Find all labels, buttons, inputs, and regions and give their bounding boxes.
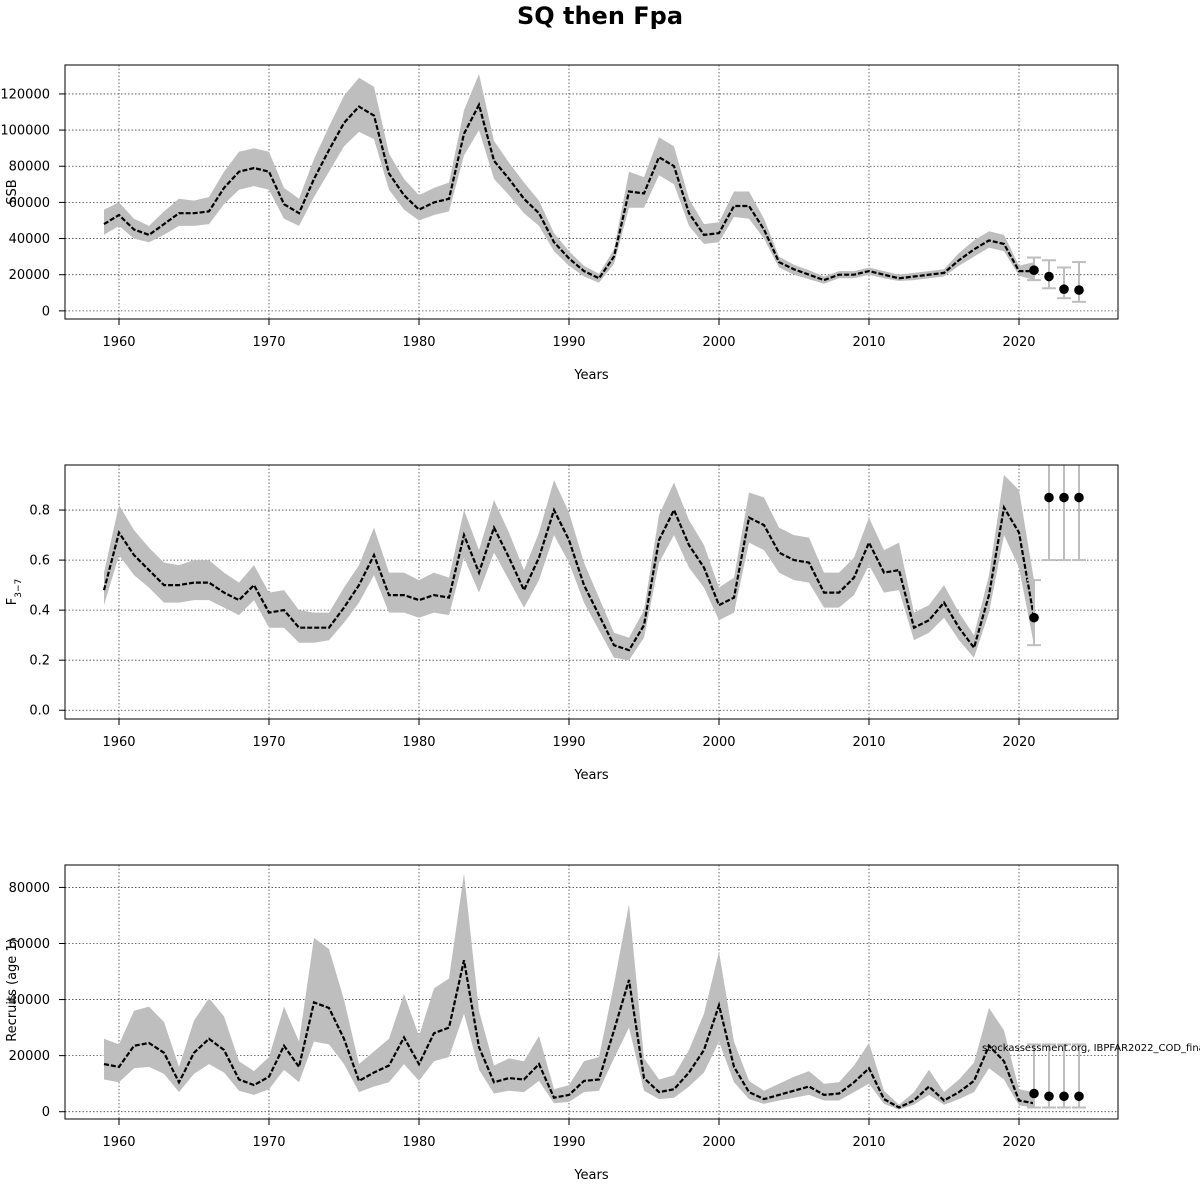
panel-ssb: 1960 1970 1980 1990 2000 2010 2020 Years 0 20000 4… <box>0 64 1119 383</box>
y-axis-fbar: 0.0 0.2 0.4 0.6 0.8 F3−7 <box>5 504 65 719</box>
y-axis-ssb: 0 20000 40000 60000 80000 100000 120000 SSB <box>0 87 65 319</box>
y-tick-label: 120000 <box>0 87 50 102</box>
y-axis-recruits: 0 20000 40000 60000 80000 Recruits (age 1) <box>5 881 65 1120</box>
plot-area-fbar <box>102 465 1086 661</box>
estimate-line <box>103 101 1034 282</box>
y-tick-label: 100000 <box>0 124 50 139</box>
plot-frame-fbar <box>64 464 1119 720</box>
forecast-point <box>1029 1088 1039 1099</box>
y-tick-label: 0.8 <box>29 504 50 519</box>
x-tick-label: 1960 <box>102 1135 135 1150</box>
plot-frame-recruits <box>64 864 1119 1120</box>
x-axis-label-ssb: Years <box>573 368 609 383</box>
x-tick-label: 2000 <box>702 1135 735 1150</box>
grid-fbar <box>65 465 1118 719</box>
y-tick-label: 0.4 <box>29 604 50 619</box>
forecast-point <box>1059 284 1069 294</box>
x-tick-label: 2020 <box>1002 335 1035 350</box>
confidence-band <box>104 74 1034 284</box>
x-tick-label: 2000 <box>702 335 735 350</box>
forecast-point <box>1029 265 1039 275</box>
x-tick-label: 2000 <box>702 735 735 750</box>
plot-frame-ssb <box>64 64 1119 320</box>
y-axis-label-fbar: F3−7 <box>5 579 24 605</box>
forecast-point <box>1044 1091 1054 1102</box>
y-tick-label: 0 <box>42 1105 50 1120</box>
y-tick-label: 20000 <box>9 1049 50 1064</box>
y-tick-label: 0.2 <box>29 654 50 669</box>
x-tick-label: 2020 <box>1002 735 1035 750</box>
x-axis-label-fbar: Years <box>573 768 609 783</box>
x-tick-label: 1980 <box>402 735 435 750</box>
y-tick-label: 60000 <box>9 937 50 952</box>
plot-area-ssb <box>103 74 1086 303</box>
x-tick-label: 1970 <box>252 735 285 750</box>
panel-recruits: 1960 1970 1980 1990 2000 2010 2020 Years 0 20000 4… <box>5 864 1119 1183</box>
forecast-point <box>1074 285 1084 295</box>
x-tick-label: 1990 <box>552 735 585 750</box>
watermark-text: stockassessment.org, IBPFAR2022_COD_fina… <box>982 1043 1200 1054</box>
forecast-point <box>1059 1091 1069 1102</box>
forecast-point <box>1044 492 1054 503</box>
x-tick-label: 1990 <box>552 335 585 350</box>
estimate-line <box>102 504 1036 652</box>
forecast-point <box>1074 1091 1084 1102</box>
grid-recruits <box>65 865 1118 1119</box>
y-tick-label: 0.0 <box>29 704 50 719</box>
x-tick-label: 2020 <box>1002 1135 1035 1150</box>
confidence-band <box>104 475 1034 661</box>
y-tick-label: 40000 <box>9 232 50 247</box>
x-axis-label-recruits: Years <box>573 1168 609 1183</box>
x-tick-label: 2010 <box>852 1135 885 1150</box>
x-tick-label: 1990 <box>552 1135 585 1150</box>
x-tick-label: 1970 <box>252 335 285 350</box>
forecast-point <box>1074 492 1084 503</box>
y-tick-label: 80000 <box>9 881 50 896</box>
y-tick-label: 0 <box>42 304 50 319</box>
estimate-line <box>103 960 1035 1109</box>
x-tick-label: 1960 <box>102 735 135 750</box>
x-tick-label: 2010 <box>852 735 885 750</box>
forecast-point <box>1044 271 1054 282</box>
y-tick-label: 60000 <box>9 196 50 211</box>
forecast-point <box>1059 492 1069 503</box>
y-axis-label-recruits: Recruits (age 1) <box>5 938 20 1042</box>
x-tick-label: 1980 <box>402 335 435 350</box>
x-axis-ssb: 1960 1970 1980 1990 2000 2010 2020 Years <box>102 319 1036 383</box>
x-tick-label: 2010 <box>852 335 885 350</box>
x-tick-label: 1970 <box>252 1135 285 1150</box>
plot-area-recruits <box>103 873 1086 1110</box>
panel-fbar: 1960 1970 1980 1990 2000 2010 2020Years0.00.20… <box>5 464 1119 783</box>
y-tick-label: 0.6 <box>29 554 50 569</box>
confidence-band <box>104 873 1034 1110</box>
forecast-point <box>1029 612 1039 623</box>
y-axis-label-ssb: SSB <box>5 179 20 204</box>
chart-title: SQ then Fpa <box>516 2 684 30</box>
x-axis-recruits: 1960 1970 1980 1990 2000 2010 2020 Years <box>102 1119 1036 1183</box>
x-axis-fbar: 1960 1970 1980 1990 2000 2010 2020 Years <box>102 719 1036 783</box>
x-tick-label: 1980 <box>402 1135 435 1150</box>
x-tick-label: 1960 <box>102 335 135 350</box>
y-tick-label: 20000 <box>9 268 50 283</box>
y-tick-label: 40000 <box>9 993 50 1008</box>
y-tick-label: 80000 <box>9 160 50 175</box>
